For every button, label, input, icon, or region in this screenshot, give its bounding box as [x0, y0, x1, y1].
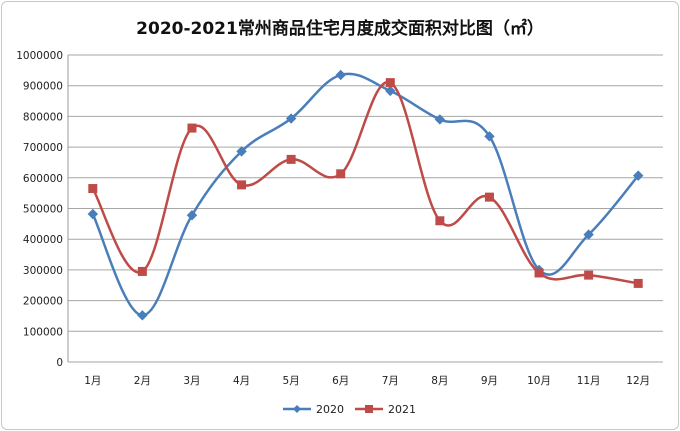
y-tick-label: 200000	[23, 296, 63, 308]
series-2020	[87, 69, 644, 321]
data-point-2021	[137, 266, 147, 276]
series-group	[87, 69, 644, 321]
data-point-2020	[484, 131, 495, 142]
data-point-2020	[434, 114, 446, 125]
x-tick-label: 6月	[332, 375, 349, 387]
gridlines	[68, 54, 663, 363]
x-tick-label: 8月	[431, 375, 448, 387]
y-tick-label: 0	[56, 357, 63, 369]
data-point-2020	[137, 310, 148, 321]
legend-item-2020: 2020	[283, 403, 344, 416]
y-axis-ticks: 0 100000 200000 300000 400000 500000 600000 700…	[16, 50, 63, 369]
data-point-2020	[236, 146, 247, 157]
x-tick-label: 12月	[626, 375, 650, 387]
legend-label: 2020	[316, 403, 344, 416]
data-point-2021	[88, 184, 98, 194]
x-tick-label: 5月	[283, 375, 300, 387]
data-point-2021	[336, 169, 346, 179]
x-tick-label: 1月	[84, 375, 101, 387]
legend-marker	[365, 405, 373, 413]
data-point-2021	[286, 154, 296, 164]
legend-item-2021: 2021	[355, 403, 416, 416]
x-axis-ticks: 1月 2月 3月 4月 5月 6月 7月 8月 9月 10月 11月 12月	[84, 375, 650, 387]
legend: 2020 2021	[283, 403, 416, 416]
data-point-2020	[335, 69, 346, 81]
data-point-2021	[633, 278, 643, 288]
legend-marker	[293, 405, 301, 413]
series-line-2021	[91, 81, 639, 285]
data-point-2021	[484, 192, 494, 202]
data-point-2021	[584, 270, 594, 280]
data-point-2021	[534, 268, 544, 278]
y-tick-label: 900000	[23, 81, 63, 93]
data-point-2020	[186, 210, 198, 221]
series-2021	[88, 78, 643, 288]
y-tick-label: 600000	[23, 173, 63, 185]
data-point-2021	[385, 78, 395, 88]
x-tick-label: 4月	[233, 375, 250, 387]
x-tick-label: 11月	[577, 375, 601, 387]
data-point-2020	[583, 229, 594, 240]
data-point-2021	[237, 180, 247, 190]
x-tick-label: 9月	[481, 375, 498, 387]
data-point-2020	[87, 208, 98, 220]
y-tick-label: 300000	[23, 265, 63, 277]
x-tick-label: 3月	[183, 375, 200, 387]
data-point-2021	[187, 123, 197, 133]
x-tick-label: 10月	[527, 375, 551, 387]
y-tick-label: 800000	[23, 111, 63, 123]
y-tick-label: 700000	[23, 142, 63, 154]
x-tick-label: 7月	[382, 375, 399, 387]
data-point-2021	[435, 216, 445, 226]
legend-label: 2021	[388, 403, 416, 416]
data-point-2020	[633, 170, 644, 181]
y-tick-label: 1000000	[16, 50, 63, 62]
chart-title: 2020-2021常州商品住宅月度成交面积对比图（㎡）	[136, 19, 544, 39]
y-tick-label: 500000	[23, 204, 63, 216]
data-point-2020	[285, 113, 297, 124]
y-tick-label: 100000	[23, 326, 63, 338]
x-tick-label: 2月	[134, 375, 151, 387]
y-tick-label: 400000	[23, 234, 63, 246]
data-point-2020	[385, 85, 396, 97]
